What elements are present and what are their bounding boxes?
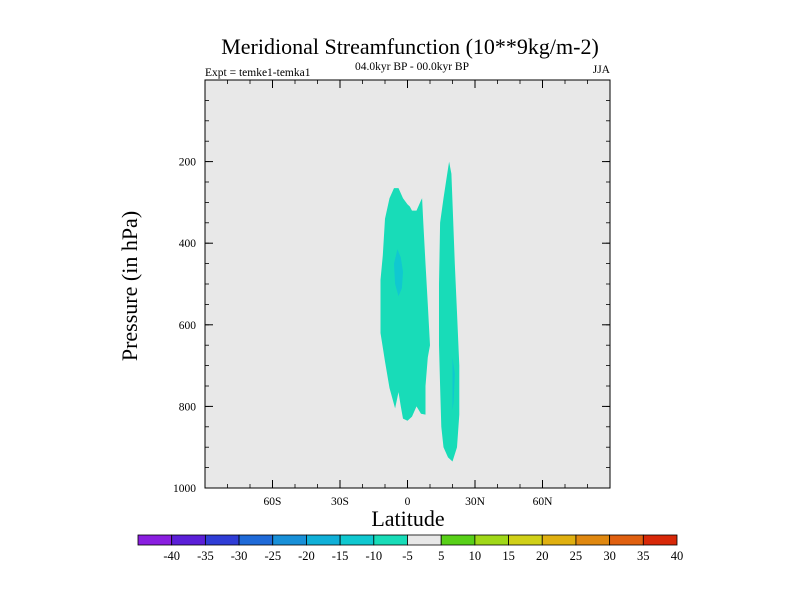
colorbar-swatch [474, 534, 509, 546]
colorbar-label: -5 [402, 549, 412, 563]
colorbar-swatch [373, 534, 408, 546]
colorbar-swatch [238, 534, 274, 546]
colorbar-swatch [137, 534, 173, 546]
y-tick-label: 400 [179, 238, 197, 250]
colorbar-swatch [642, 534, 678, 546]
colorbar-swatch [171, 534, 206, 546]
y-tick-label: 200 [179, 157, 197, 169]
y-tick-label: 1000 [173, 483, 196, 495]
contour-regions [380, 161, 460, 462]
colorbar-swatch [575, 534, 611, 546]
x-tick-label: 30S [331, 496, 349, 508]
colorbar-label: 10 [469, 549, 482, 563]
colorbar-label: 15 [502, 549, 515, 563]
x-tick-label: 60S [264, 496, 282, 508]
x-tick-label: 30N [465, 496, 486, 508]
subtitle-left: Expt = temke1-temka1 [205, 67, 311, 79]
x-tick-label: 60N [533, 496, 554, 508]
colorbar-label: -15 [332, 549, 349, 563]
colorbar-label: 35 [637, 549, 650, 563]
contour-region-a [380, 188, 430, 421]
colorbar-swatch [339, 534, 375, 546]
contour-region-c [394, 249, 403, 297]
y-tick-labels: 200 400 600 800 1000 [173, 157, 196, 495]
colorbar-label: 40 [671, 549, 684, 563]
colorbar-swatch [440, 534, 476, 546]
colorbar-label: -40 [163, 549, 180, 563]
colorbar-swatch [204, 534, 240, 546]
x-axis-label: Latitude [371, 506, 444, 531]
colorbar-label: -25 [264, 549, 281, 563]
colorbar-swatch [407, 534, 442, 546]
subtitle-center: 04.0kyr BP - 00.0kyr BP [355, 61, 469, 73]
colorbar-swatch [541, 534, 577, 546]
colorbar-swatch [508, 534, 543, 546]
colorbar-label: 25 [570, 549, 583, 563]
colorbar-swatch [272, 534, 307, 546]
x-tick-labels: 60S 30S 0 30N 60N [264, 496, 554, 508]
colorbar-labels: -40 -35 -30 -25 -20 -15 -10 -5 5 10 15 20 25 30 35 40 [163, 549, 683, 563]
y-tick-label: 600 [179, 320, 197, 332]
colorbar-label: -35 [197, 549, 214, 563]
colorbar-swatch [306, 534, 341, 546]
colorbar [137, 534, 678, 546]
colorbar-label: -20 [298, 549, 315, 563]
chart-title: Meridional Streamfunction (10**9kg/m-2) [221, 34, 599, 59]
y-axis-label: Pressure (in hPa) [117, 211, 142, 361]
colorbar-label: 30 [603, 549, 616, 563]
colorbar-label: 20 [536, 549, 549, 563]
colorbar-swatch [609, 534, 644, 546]
subtitle-right: JJA [593, 64, 611, 76]
plot-frame [204, 79, 611, 489]
colorbar-label: -30 [231, 549, 248, 563]
colorbar-label: 5 [438, 549, 444, 563]
x-tick-label: 0 [405, 496, 411, 508]
y-tick-label: 800 [179, 401, 197, 413]
contour-region-d [452, 357, 455, 411]
colorbar-label: -10 [365, 549, 382, 563]
